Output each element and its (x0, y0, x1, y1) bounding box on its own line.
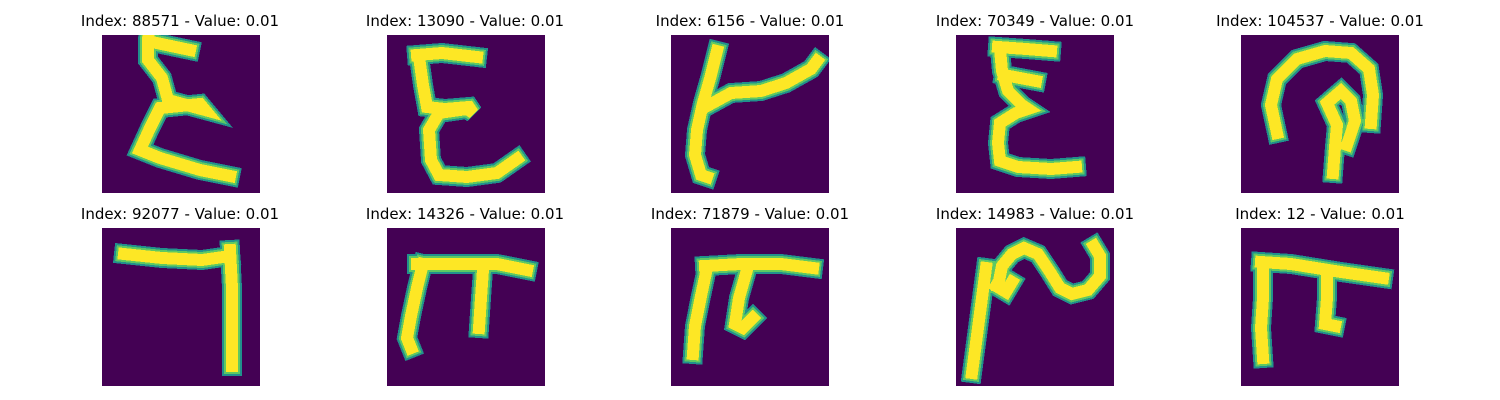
glyph-stroke (1319, 82, 1362, 180)
digit-image (956, 228, 1114, 386)
panel-title: Index: 12 - Value: 0.01 (1235, 205, 1405, 223)
glyph-stroke (700, 52, 826, 114)
digit-image (671, 228, 829, 386)
digit-image (387, 228, 545, 386)
panel-title: Index: 88571 - Value: 0.01 (80, 12, 280, 30)
panel-title: Index: 14983 - Value: 0.01 (935, 205, 1135, 223)
glyph-stroke (991, 42, 1083, 176)
digit-image (102, 228, 260, 386)
glyph-stroke (1254, 255, 1390, 285)
panel-title: Index: 92077 - Value: 0.01 (80, 205, 280, 223)
glyph-stroke (688, 43, 725, 185)
glyph-stroke (698, 258, 820, 275)
glyph-stroke (1318, 268, 1343, 334)
digit-image (671, 35, 829, 193)
glyph-stroke (117, 247, 237, 267)
panel-title: Index: 104537 - Value: 0.01 (1216, 12, 1424, 30)
digit-image (102, 35, 260, 193)
glyph-stroke (144, 35, 198, 58)
panel-title: Index: 6156 - Value: 0.01 (655, 12, 845, 30)
glyph-stroke (1264, 44, 1380, 141)
glyph-stroke (223, 243, 238, 372)
glyph-stroke (410, 46, 484, 64)
glyph-stroke (131, 35, 238, 184)
panel-title: Index: 14326 - Value: 0.01 (365, 205, 565, 223)
glyph-stroke (472, 263, 490, 335)
glyph-stroke (991, 40, 1058, 58)
glyph-stroke (987, 273, 1021, 301)
glyph-stroke (686, 260, 715, 361)
digit-image (387, 35, 545, 193)
panel-title: Index: 13090 - Value: 0.01 (365, 12, 565, 30)
glyph-stroke (1254, 258, 1270, 365)
glyph-stroke (990, 237, 1106, 301)
glyph-stroke (728, 262, 762, 336)
glyph-stroke (412, 50, 526, 184)
panel-title: Index: 70349 - Value: 0.01 (935, 12, 1135, 30)
panel-title: Index: 71879 - Value: 0.01 (650, 205, 850, 223)
glyph-stroke (411, 258, 535, 278)
glyph-stroke (996, 67, 1044, 89)
glyph-stroke (400, 256, 431, 356)
digit-image (1241, 35, 1399, 193)
digit-image (1241, 228, 1399, 386)
digit-image (956, 35, 1114, 193)
glyph-stroke (965, 261, 993, 380)
